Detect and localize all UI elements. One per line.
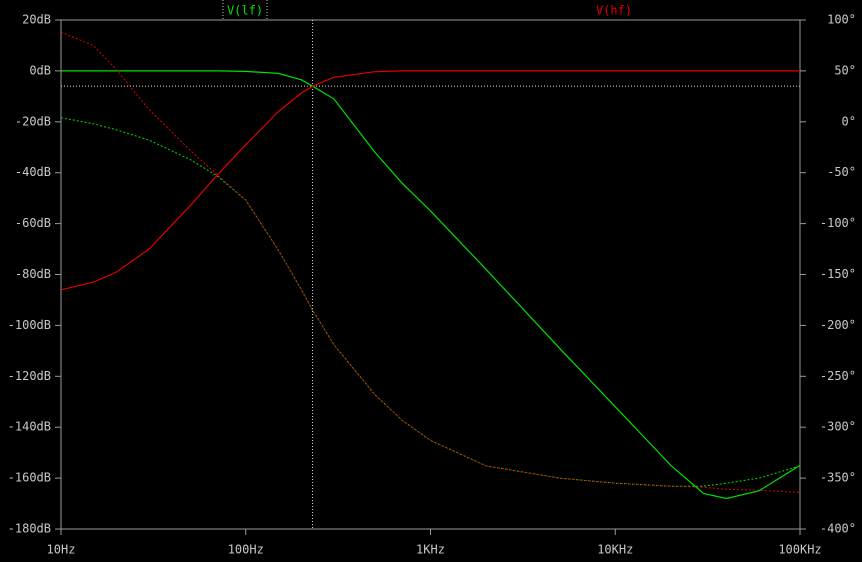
y-tick-label: -40dB xyxy=(15,165,51,179)
y2-tick-label: -150° xyxy=(820,267,856,281)
y2-tick-label: -200° xyxy=(820,318,856,332)
y2-tick-label: -250° xyxy=(820,369,856,383)
y2-tick-label: -50° xyxy=(827,165,856,179)
legend-entry: V(hf) xyxy=(596,4,632,18)
y-tick-label: 20dB xyxy=(22,13,51,27)
legend-entry: V(lf) xyxy=(227,4,263,18)
phase-line xyxy=(60,31,801,493)
y2-tick-label: -400° xyxy=(820,522,856,536)
magnitude-line xyxy=(60,70,800,291)
plot-frame xyxy=(60,19,801,530)
y-tick-label: -20dB xyxy=(15,114,51,128)
y2-tick-label: -350° xyxy=(820,471,856,485)
y-tick-label: -140dB xyxy=(8,420,51,434)
y2-tick-label: -300° xyxy=(820,420,856,434)
y-tick-label: -180dB xyxy=(8,522,51,536)
y-tick-label: -80dB xyxy=(15,267,51,281)
y2-tick-label: 100° xyxy=(827,13,856,27)
x-tick-label: 1KHz xyxy=(416,543,445,557)
x-tick-label: 10Hz xyxy=(47,543,76,557)
y-tick-label: 0dB xyxy=(29,63,51,77)
y-tick-label: -160dB xyxy=(8,471,51,485)
y2-tick-label: -100° xyxy=(820,216,856,230)
magnitude-line xyxy=(61,70,801,500)
y-tick-label: -60dB xyxy=(15,216,51,230)
y-tick-label: -100dB xyxy=(8,318,51,332)
y2-tick-label: 50° xyxy=(834,63,856,77)
x-tick-label: 100Hz xyxy=(228,543,264,557)
y2-tick-label: 0° xyxy=(842,114,856,128)
y-tick-label: -120dB xyxy=(8,369,51,383)
x-tick-label: 100KHz xyxy=(778,543,821,557)
phase-line xyxy=(60,117,801,487)
x-tick-label: 10KHz xyxy=(597,543,633,557)
